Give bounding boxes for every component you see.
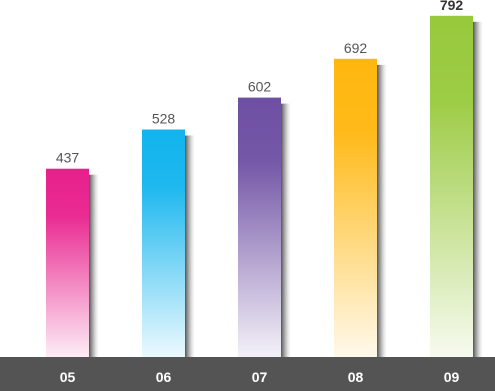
value-label-08: 692	[344, 40, 368, 56]
bar-07	[238, 97, 281, 357]
value-label-09: 792	[440, 0, 464, 13]
baseline-band	[0, 357, 495, 391]
value-label-06: 528	[152, 111, 176, 127]
category-labels-layer: 05 06 07 08 09	[60, 369, 460, 385]
value-label-05: 437	[56, 150, 80, 166]
bar-shadow-09	[473, 21, 483, 358]
category-label-08: 08	[348, 369, 364, 385]
bar-08	[334, 58, 377, 358]
bar-09	[430, 15, 473, 358]
category-label-05: 05	[60, 369, 76, 385]
bar-06	[142, 129, 185, 357]
category-label-07: 07	[252, 369, 268, 385]
bar-shadow-07	[281, 103, 291, 357]
value-labels-layer: 437 528 602 692 792	[56, 0, 464, 166]
bar-05	[46, 168, 89, 357]
bar-shadow-05	[89, 174, 99, 357]
category-label-09: 09	[444, 369, 460, 385]
bars-layer	[46, 15, 483, 358]
value-label-07: 602	[248, 79, 272, 95]
bar-shadow-06	[185, 135, 195, 357]
bar-shadow-08	[377, 64, 387, 358]
category-label-06: 06	[156, 369, 172, 385]
